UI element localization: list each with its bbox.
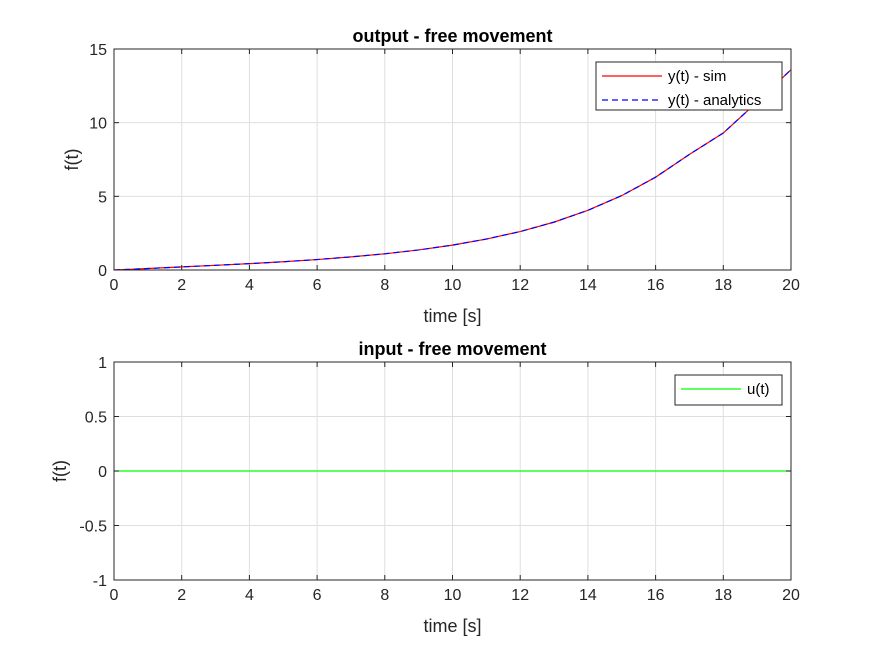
axes-2: 0 2 4 6 8 10 12 14 16 18 20 -1 -0.5 0 0.5 1 input - free…: [50, 339, 800, 636]
x-tick-label: 4: [245, 277, 254, 294]
y-axis-label: f(t): [62, 149, 82, 171]
x-tick-label: 10: [444, 587, 462, 604]
x-tick-label: 12: [511, 587, 529, 604]
chart-title: output - free movement: [352, 26, 552, 46]
x-tick-label: 0: [110, 587, 119, 604]
y-tick-label: 0.5: [85, 410, 107, 427]
legend-label: u(t): [747, 381, 770, 398]
legend-box: [595, 61, 783, 111]
y-tick-label: 0: [98, 263, 107, 280]
x-tick-label: 16: [647, 587, 665, 604]
x-tick-label: 0: [110, 277, 119, 294]
legend: u(t): [674, 374, 783, 406]
x-tick-label: 18: [714, 277, 732, 294]
x-tick-label: 14: [579, 587, 597, 604]
legend-box: [674, 374, 783, 406]
x-tick-label: 20: [782, 277, 800, 294]
legend-label: y(t) - analytics: [668, 92, 761, 109]
chart-title: input - free movement: [358, 339, 546, 359]
x-tick-label: 14: [579, 277, 597, 294]
legend: y(t) - sim y(t) - analytics: [595, 61, 783, 111]
x-tick-label: 4: [245, 587, 254, 604]
x-tick-label: 2: [177, 277, 186, 294]
x-tick-label: 6: [313, 587, 322, 604]
x-tick-label: 8: [380, 587, 389, 604]
y-tick-label: 0: [98, 464, 107, 481]
x-tick-label: 2: [177, 587, 186, 604]
x-axis-label: time [s]: [423, 616, 481, 636]
x-tick-label: 12: [511, 277, 529, 294]
y-tick-label: -0.5: [79, 519, 107, 536]
x-axis-label: time [s]: [423, 306, 481, 326]
x-tick-label: 6: [313, 277, 322, 294]
y-tick-label: -1: [93, 573, 107, 590]
axes-1: 0 2 4 6 8 10 12 14 16 18 20 0 5 10 15 output - free mov…: [62, 26, 800, 326]
x-tick-label: 18: [714, 587, 732, 604]
y-axis-label: f(t): [50, 460, 70, 482]
y-tick-label: 5: [98, 189, 107, 206]
legend-label: y(t) - sim: [668, 68, 726, 85]
y-tick-label: 15: [89, 42, 107, 59]
y-tick-label: 1: [98, 355, 107, 372]
x-tick-label: 10: [444, 277, 462, 294]
x-tick-label: 8: [380, 277, 389, 294]
series-line-y-t-analytics: [114, 69, 791, 270]
y-tick-label: 10: [89, 116, 107, 133]
x-tick-label: 20: [782, 587, 800, 604]
x-tick-label: 16: [647, 277, 665, 294]
